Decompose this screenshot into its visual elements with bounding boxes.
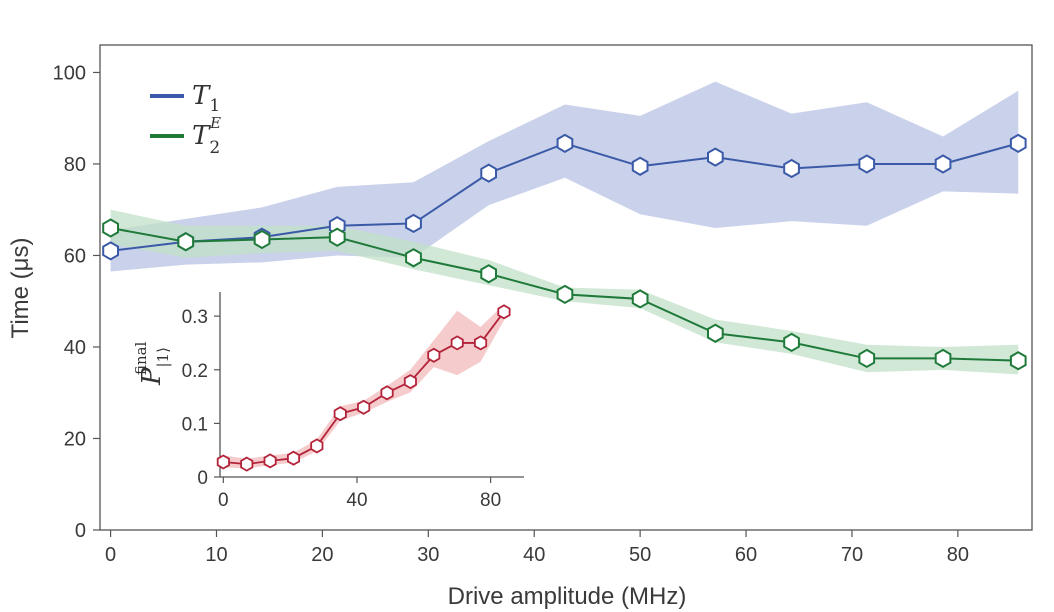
main-axis-ticks: 0 10 20 30 40 50 60 70 80 0 20 40 60 80 100 — [53, 62, 969, 566]
point-t2e-4 — [405, 248, 422, 268]
inset-ylabel-sup: final — [132, 341, 150, 375]
inset-point-1 — [240, 456, 254, 472]
x-tick-label-8: 80 — [947, 544, 969, 566]
inset-x-tick-label-2: 80 — [480, 490, 501, 511]
point-t1-0 — [102, 241, 119, 261]
x-tick-label-6: 60 — [735, 544, 757, 566]
point-t1-4 — [405, 213, 422, 234]
point-t1-10 — [858, 154, 876, 174]
inset-y-tick-label-3: 0.3 — [182, 307, 208, 328]
y-axis-title: Time (μs) — [7, 238, 34, 339]
point-t2e-10 — [858, 348, 876, 369]
x-tick-label-5: 50 — [629, 544, 651, 566]
point-t1-6 — [556, 133, 574, 154]
inset-confidence-band — [223, 304, 504, 469]
y-tick-label-0: 0 — [75, 520, 86, 542]
y-tick-label-3: 60 — [64, 245, 86, 267]
point-t2e-8 — [707, 323, 724, 343]
x-tick-label-4: 40 — [523, 544, 545, 566]
x-axis-title: Drive amplitude (MHz) — [448, 583, 687, 610]
inset-band — [223, 304, 504, 469]
inset-point-4 — [310, 438, 324, 454]
inset-point-8 — [403, 374, 417, 390]
point-t2e-5 — [480, 264, 497, 284]
inset-axes — [219, 292, 524, 478]
inset-point-5 — [333, 406, 347, 422]
legend-label-t1: T1 — [192, 81, 220, 116]
inset-point-11 — [473, 335, 488, 351]
inset-x-tick-label-0: 0 — [218, 490, 229, 511]
point-t1-5 — [480, 163, 497, 183]
main-confidence-bands — [110, 81, 1019, 375]
y-tick-label-2: 40 — [64, 337, 86, 359]
inset-y-tick-label-0: 0 — [197, 468, 208, 489]
main-series-markers — [102, 133, 1027, 371]
legend: T1 T2E — [150, 81, 221, 158]
inset-point-6 — [357, 399, 371, 415]
inset-axis-ticks: 0 40 80 0 0.1 0.2 0.3 — [182, 307, 502, 511]
y-tick-label-5: 100 — [53, 62, 86, 84]
point-t1-8 — [707, 147, 724, 167]
x-tick-label-3: 30 — [417, 544, 439, 566]
inset-ylabel-sub: |1⟩ — [154, 347, 172, 367]
point-t2e-11 — [934, 348, 952, 369]
x-tick-label-1: 10 — [205, 544, 227, 566]
inset-point-12 — [497, 304, 511, 320]
inset-point-2 — [263, 453, 277, 469]
inset-point-0 — [216, 454, 230, 470]
inset-y-axis-title: P|1⟩final — [132, 341, 172, 386]
point-t2e-9 — [783, 332, 800, 353]
point-t2e-3 — [328, 227, 346, 247]
point-t2e-7 — [631, 289, 649, 309]
inset-point-10 — [450, 335, 464, 351]
inset-series-markers — [216, 304, 511, 472]
point-t2e-1 — [177, 232, 195, 252]
inset-point-9 — [427, 347, 441, 363]
inset-y-tick-label-1: 0.1 — [182, 414, 208, 435]
y-tick-label-4: 80 — [64, 154, 86, 176]
x-tick-label-0: 0 — [105, 544, 116, 566]
inset-point-7 — [380, 385, 394, 401]
point-t2e-2 — [253, 229, 271, 250]
x-tick-label-7: 70 — [841, 544, 863, 566]
inset-plot: 0 40 80 0 0.1 0.2 0.3 P|1⟩final — [132, 292, 524, 511]
point-t2e-12 — [1009, 351, 1027, 371]
inset-x-tick-label-1: 40 — [346, 490, 367, 511]
x-tick-label-2: 20 — [311, 544, 333, 566]
point-t2e-6 — [556, 284, 574, 305]
inset-ylabel-main: P — [137, 367, 167, 386]
legend-label-t2e: T2E — [192, 114, 221, 158]
point-t2e-0 — [102, 218, 119, 238]
point-t1-9 — [783, 158, 800, 179]
point-t1-11 — [934, 154, 952, 174]
point-t1-12 — [1009, 133, 1027, 154]
inset-point-3 — [286, 450, 301, 466]
main-plot-frame — [99, 44, 1033, 531]
y-tick-label-1: 20 — [64, 428, 86, 450]
point-t1-7 — [631, 156, 649, 176]
inset-y-tick-label-2: 0.2 — [182, 361, 208, 382]
